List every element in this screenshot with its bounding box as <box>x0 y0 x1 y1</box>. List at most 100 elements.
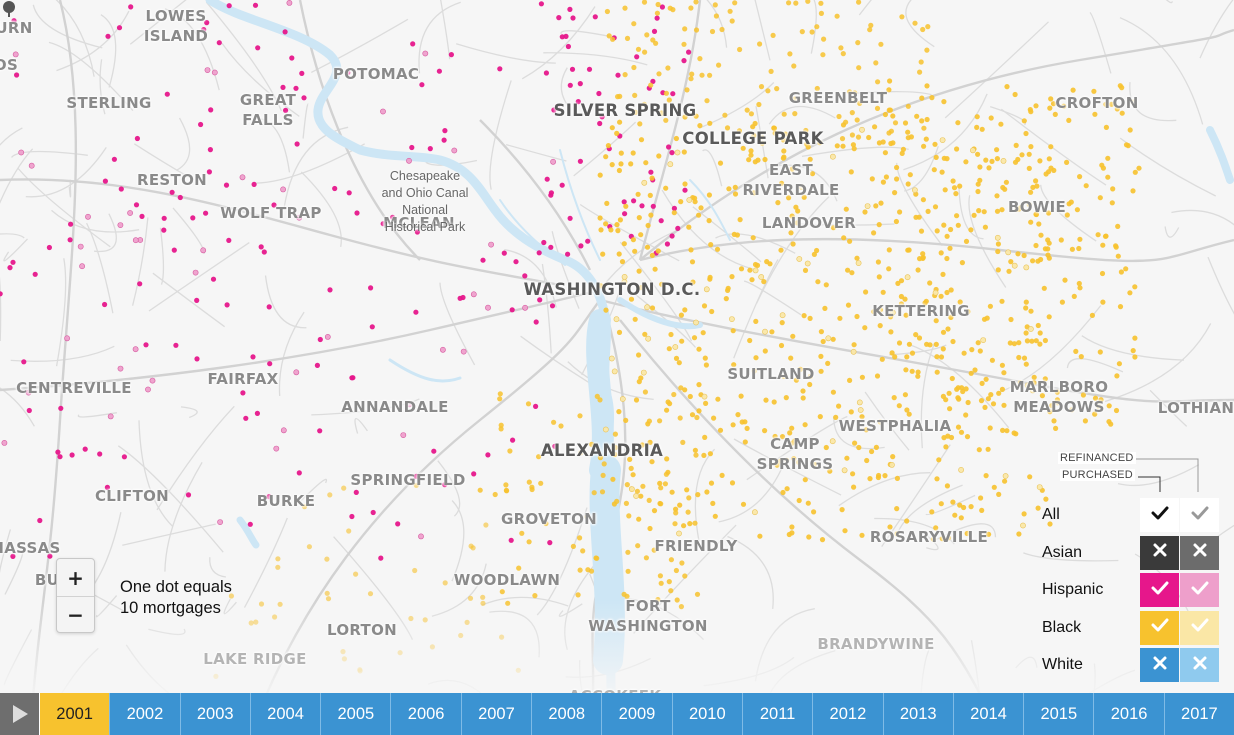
check-icon <box>1150 505 1170 526</box>
place-label-sterling: STERLING <box>66 94 152 112</box>
legend-row-black: Black <box>1030 610 1220 645</box>
year-button-2001[interactable]: 2001 <box>40 693 111 735</box>
black-refinanced-toggle[interactable] <box>1180 610 1219 645</box>
place-label-mclean: MCLEAN <box>383 214 455 232</box>
place-label-woodlawn: WOODLAWN <box>453 571 561 589</box>
place-label-os: OS <box>0 56 19 74</box>
check-icon <box>1190 580 1210 601</box>
place-label-bowie: BOWIE <box>1007 198 1067 216</box>
place-label-crofton: CROFTON <box>1055 94 1139 112</box>
check-icon <box>1190 617 1210 638</box>
place-label-lake-ridge: LAKE RIDGE <box>203 650 307 668</box>
zoom-out-button[interactable]: − <box>57 596 94 633</box>
cross-icon <box>1152 542 1168 563</box>
year-button-2008[interactable]: 2008 <box>532 693 603 735</box>
tree-icon <box>3 1 15 17</box>
place-label-westphalia: WESTPHALIA <box>838 417 952 435</box>
purchased-header: PURCHASED <box>1060 469 1135 481</box>
legend: REFINANCED PURCHASED All Asian Hispanic Bla… <box>1030 450 1234 690</box>
legend-row-white: White <box>1030 648 1220 682</box>
check-icon <box>1150 617 1170 638</box>
legend-label-hispanic: Hispanic <box>1042 581 1104 598</box>
year-button-2011[interactable]: 2011 <box>742 693 814 735</box>
year-button-2012[interactable]: 2012 <box>813 693 884 735</box>
year-button-2006[interactable]: 2006 <box>391 693 462 735</box>
legend-label-asian: Asian <box>1042 543 1083 561</box>
place-label-washington-dc: WASHINGTON D.C. <box>523 280 701 299</box>
place-label-college-park: COLLEGE PARK <box>682 129 824 148</box>
place-label-landover: LANDOVER <box>761 214 857 232</box>
place-label-greenbelt: GREENBELT <box>788 89 888 107</box>
dot-note-line-2: 10 mortgages <box>120 599 221 617</box>
place-label-fairfax: FAIRFAX <box>207 370 279 388</box>
white-purchased-toggle[interactable] <box>1140 648 1179 682</box>
year-button-2014[interactable]: 2014 <box>953 693 1025 735</box>
refinanced-header: REFINANCED <box>1058 452 1136 464</box>
zoom-in-button[interactable]: + <box>67 565 84 590</box>
play-icon <box>12 705 28 723</box>
place-label-reston: RESTON <box>137 171 207 189</box>
place-label-east-riverdale: EAST RIVERDALE <box>742 161 840 199</box>
park-label: Chesapeake and Ohio Canal National Histo… <box>381 169 469 234</box>
hispanic-purchased-toggle[interactable] <box>1140 573 1179 607</box>
legend-label-all: All <box>1042 506 1060 523</box>
place-label-annandale: ANNANDALE <box>341 398 449 416</box>
year-button-2002[interactable]: 2002 <box>110 693 181 735</box>
year-button-2004[interactable]: 2004 <box>250 693 322 735</box>
legend-label-black: Black <box>1042 618 1082 636</box>
legend-row-hispanic: Hispanic <box>1030 573 1220 607</box>
place-label-camp-springs: CAMP SPRINGS <box>756 435 834 473</box>
year-button-2015[interactable]: 2015 <box>1024 693 1095 735</box>
year-button-2013[interactable]: 2013 <box>883 693 954 735</box>
place-label-marlboro-meadows: MARLBORO MEADOWS <box>1009 378 1109 416</box>
legend-label-white: White <box>1042 656 1083 673</box>
cross-icon <box>1152 655 1168 676</box>
place-label-lorton: LORTON <box>327 621 397 639</box>
legend-header-lines <box>1130 458 1199 492</box>
white-refinanced-toggle[interactable] <box>1180 648 1219 682</box>
place-label-clifton: CLIFTON <box>94 487 170 505</box>
year-button-2016[interactable]: 2016 <box>1094 693 1165 735</box>
place-label-alexandria: ALEXANDRIA <box>540 441 664 460</box>
place-label-suitland: SUITLAND <box>727 365 815 383</box>
year-button-2007[interactable]: 2007 <box>461 693 533 735</box>
legend-row-asian: Asian <box>1030 535 1220 570</box>
cross-icon <box>1192 542 1208 563</box>
place-label-rosaryville: ROSARYVILLE <box>869 528 989 546</box>
place-label-nassas: NASSAS <box>0 539 61 557</box>
play-button[interactable] <box>0 693 40 735</box>
place-label-centreville: CENTREVILLE <box>16 379 132 397</box>
place-label-potomac: POTOMAC <box>332 65 420 83</box>
place-label-friendly: FRIENDLY <box>654 537 738 555</box>
black-purchased-toggle[interactable] <box>1140 610 1179 645</box>
place-label-kettering: KETTERING <box>872 302 970 320</box>
legend-row-all: All <box>1030 498 1220 532</box>
place-label-fort-washington: FORT WASHINGTON <box>588 597 708 635</box>
cross-icon <box>1192 655 1208 676</box>
year-button-2009[interactable]: 2009 <box>602 693 673 735</box>
asian-refinanced-toggle[interactable] <box>1180 535 1219 570</box>
place-label-wolf-trap: WOLF TRAP <box>220 204 322 222</box>
dot-scale-note: One dot equals 10 mortgages <box>120 577 232 619</box>
place-label-bu: BU <box>34 571 60 589</box>
place-label-silver-spring: SILVER SPRING <box>553 101 697 120</box>
place-label-lowes-island: LOWES ISLAND <box>143 7 209 45</box>
all-purchased-toggle[interactable] <box>1140 498 1179 532</box>
place-label-groveton: GROVETON <box>500 510 598 528</box>
place-label-springfield: SPRINGFIELD <box>350 471 466 489</box>
timeline: 2001 2002 2003 2004 2005 2006 2007 2008 2009 2010… <box>0 693 1234 735</box>
hispanic-refinanced-toggle[interactable] <box>1180 573 1219 607</box>
place-label-brandywine: BRANDYWINE <box>817 635 935 653</box>
year-button-2017[interactable]: 2017 <box>1164 693 1234 735</box>
year-button-2005[interactable]: 2005 <box>321 693 392 735</box>
year-button-2010[interactable]: 2010 <box>672 693 743 735</box>
check-icon <box>1150 580 1170 601</box>
year-button-2003[interactable]: 2003 <box>180 693 251 735</box>
all-refinanced-toggle[interactable] <box>1180 498 1219 532</box>
check-icon <box>1190 505 1210 526</box>
place-label-great-falls: GREAT FALLS <box>239 91 297 129</box>
asian-purchased-toggle[interactable] <box>1140 535 1179 570</box>
zoom-control: + − <box>56 558 95 633</box>
